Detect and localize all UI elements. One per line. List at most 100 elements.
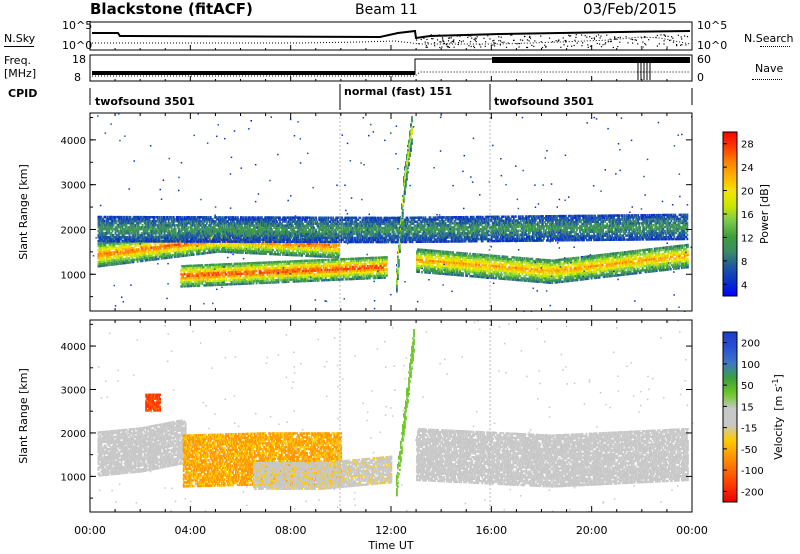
nsearch-dot	[581, 35, 582, 36]
nsearch-dot	[492, 40, 493, 41]
nsearch-dot	[441, 47, 442, 48]
nsearch-dot	[477, 36, 478, 37]
nsearch-dot	[431, 34, 432, 35]
nsearch-dot	[619, 42, 620, 43]
heat-cell	[152, 252, 154, 254]
heat-cell	[172, 254, 174, 256]
nsearch-dot	[669, 40, 670, 41]
heat-cell	[319, 253, 321, 255]
nsearch-dot	[577, 43, 578, 44]
nsearch-dot	[516, 43, 517, 44]
nsearch-dot	[471, 46, 472, 47]
nsearch-dot	[664, 40, 665, 41]
nsearch-dot	[570, 35, 571, 36]
nsearch-dot	[605, 42, 606, 43]
nsearch-dot	[458, 42, 459, 43]
nsearch-dot	[431, 38, 432, 39]
nsearch-dot	[529, 40, 530, 41]
nsearch-dot	[655, 37, 656, 38]
heat-cell	[296, 254, 298, 256]
nsearch-dot	[641, 37, 642, 38]
nsearch-dot	[659, 43, 660, 44]
nsearch-dot	[545, 47, 546, 48]
nsearch-dot	[565, 40, 566, 41]
nsearch-dot	[495, 43, 496, 44]
nsearch-dot	[503, 42, 504, 43]
nsearch-dot	[519, 46, 520, 47]
nsearch-dot	[418, 43, 419, 44]
heat-cell	[184, 251, 186, 253]
nsearch-dot	[493, 42, 494, 43]
heat-cell	[120, 248, 122, 250]
heat-cell	[150, 243, 152, 245]
nsearch-dot	[451, 35, 452, 36]
nsearch-dot	[453, 39, 454, 40]
nsearch-dot	[427, 42, 428, 43]
nsearch-dot	[567, 46, 568, 47]
nsearch-dot	[657, 46, 658, 47]
nsearch-dot	[447, 47, 448, 48]
nsearch-dot	[594, 37, 595, 38]
heat-cell	[142, 260, 144, 262]
nsearch-dot	[676, 45, 677, 46]
nsearch-dot	[434, 42, 435, 43]
nsearch-dot	[599, 43, 600, 44]
nsearch-dot	[542, 47, 543, 48]
nsearch-dot	[437, 39, 438, 40]
nsearch-dot	[632, 39, 633, 40]
heat-cell	[104, 258, 106, 260]
nsearch-dot	[627, 42, 628, 43]
heat-cell	[159, 256, 161, 258]
nsearch-dot	[444, 43, 445, 44]
noise-right-tick-bottom: 10^0	[697, 39, 727, 52]
nsearch-dot	[635, 39, 636, 40]
heat-cell	[196, 247, 198, 249]
nsearch-dot	[616, 38, 617, 39]
nsearch-dot	[565, 41, 566, 42]
nsearch-dot	[453, 42, 454, 43]
nsearch-dot	[449, 37, 450, 38]
nsearch-dot	[641, 46, 642, 47]
nsearch-dot	[426, 45, 427, 46]
nsearch-dot	[470, 35, 471, 36]
nsearch-dot	[459, 40, 460, 41]
noise-left-tick-bottom: 10^0	[62, 39, 92, 52]
noise-right-tick-top: 10^5	[697, 19, 727, 32]
heat-cell	[292, 244, 294, 246]
cpid-segment-2: normal (fast) 151	[344, 85, 452, 98]
nsearch-dot	[527, 39, 528, 40]
nsearch-dot	[423, 38, 424, 39]
nsearch-dot	[668, 36, 669, 37]
nsearch-dot	[601, 46, 602, 47]
nsearch-dot	[671, 36, 672, 37]
power-panel: 1000200030004000	[61, 113, 693, 312]
heat-cell	[148, 245, 150, 247]
nsearch-dot	[600, 36, 601, 37]
heat-cell	[136, 244, 138, 246]
nsearch-dot	[506, 47, 507, 48]
heat-cell	[134, 247, 136, 249]
nsearch-dot	[574, 45, 575, 46]
nsearch-dot	[589, 36, 590, 37]
heat-cell	[205, 252, 207, 254]
nsearch-dot	[632, 43, 633, 44]
nsearch-dot	[463, 40, 464, 41]
nsearch-dot	[591, 38, 592, 39]
heat-cell	[109, 260, 111, 262]
nsearch-dot	[585, 35, 586, 36]
nsearch-dot	[439, 34, 440, 35]
nsearch-dot	[534, 40, 535, 41]
nsearch-dot	[449, 47, 450, 48]
cpid-segment-3: twofsound 3501	[494, 95, 594, 108]
nsearch-dot	[642, 42, 643, 43]
nsearch-dot	[458, 44, 459, 45]
nsearch-dot	[494, 45, 495, 46]
nsearch-dot	[451, 37, 452, 38]
freq-left-tick-top: 18	[72, 53, 86, 66]
nsearch-dot	[644, 43, 645, 44]
nsearch-dot	[685, 44, 686, 45]
nsearch-dot	[498, 36, 499, 37]
heat-cell	[304, 244, 306, 246]
nsearch-dot	[552, 41, 553, 42]
nsearch-dot	[531, 45, 532, 46]
